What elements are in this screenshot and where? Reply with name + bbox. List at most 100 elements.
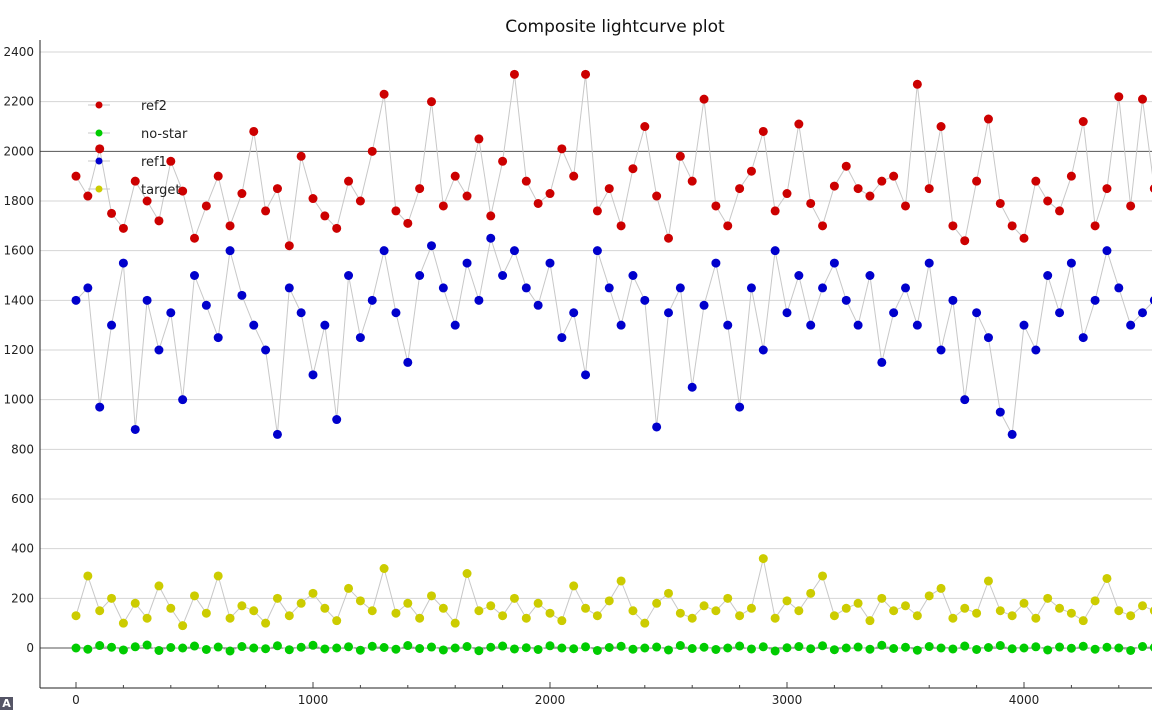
corner-badge-icon[interactable]: A [0,697,13,710]
point-ref1 [308,370,318,380]
point-ref2 [901,201,910,211]
point-no-star [1031,642,1041,652]
point-target [687,613,697,623]
point-ref2 [806,198,816,208]
point-no-star [237,642,247,652]
point-ref1 [581,370,591,380]
point-no-star [818,641,828,651]
point-ref2 [462,191,472,201]
point-ref1 [806,320,816,330]
point-target [545,608,555,618]
point-no-star [746,644,756,654]
point-no-star [664,645,673,655]
point-no-star [581,642,591,652]
point-ref1 [1114,283,1124,293]
point-ref2 [474,134,484,144]
point-target [1114,606,1124,616]
point-target [877,593,887,603]
point-target [912,611,922,621]
point-ref1 [794,271,804,280]
point-ref1 [190,271,199,280]
point-target [581,603,591,613]
point-no-star [628,644,638,654]
point-ref1 [960,395,970,405]
point-target [166,603,176,613]
point-target [272,593,282,603]
point-no-star [166,643,176,653]
point-ref2 [983,114,993,124]
point-target [332,616,342,626]
point-target [758,554,768,564]
point-ref1 [1066,258,1076,268]
point-ref2 [521,176,531,186]
point-no-star [142,640,152,650]
point-ref1 [652,422,662,432]
point-ref2 [201,201,211,211]
point-target [509,593,519,603]
point-target [498,611,508,621]
point-ref2 [664,233,673,243]
point-target [983,576,993,586]
point-no-star [450,643,460,653]
point-ref1 [711,258,721,268]
point-ref2 [95,144,105,154]
point-ref1 [735,402,745,412]
point-ref1 [1007,429,1017,439]
point-ref1 [936,345,946,355]
point-ref1 [1126,320,1136,330]
chart-title: Composite lightcurve plot [505,17,725,37]
point-ref2 [118,223,128,233]
point-ref2 [687,176,697,186]
point-target [130,598,140,608]
legend-marker-target [95,185,103,193]
point-ref2 [225,221,235,231]
point-ref1 [403,357,413,367]
point-ref2 [1090,221,1100,231]
point-no-star [308,640,318,650]
point-ref2 [498,156,508,166]
point-ref1 [344,271,354,280]
point-ref2 [308,194,318,204]
point-ref1 [746,283,756,293]
point-ref1 [521,283,531,293]
legend-label-no-star: no-star [141,127,188,142]
point-no-star [758,642,768,652]
point-ref2 [889,171,899,181]
point-ref1 [877,357,887,367]
point-ref2 [1043,196,1053,206]
point-ref2 [403,218,413,228]
point-ref1 [675,283,685,293]
point-no-star [960,641,970,651]
point-ref1 [474,295,484,305]
point-ref2 [924,184,934,194]
grid [40,51,1152,649]
point-no-star [379,643,389,653]
point-ref2 [1149,184,1152,193]
point-ref2 [261,206,271,216]
point-ref1 [1043,271,1053,280]
point-no-star [118,645,128,655]
point-target [1126,611,1136,621]
axes: 0 200 400 600 800 1000 1200 1400 1600 1800 2000 220… [3,40,1152,707]
point-ref2 [450,171,460,181]
point-target [1090,596,1100,606]
point-ref2 [628,164,638,174]
point-no-star [569,644,579,654]
point-no-star [995,641,1005,651]
point-ref1 [758,345,768,355]
x-tick-label: 2000 [535,693,566,707]
point-ref1 [462,258,472,268]
point-ref1 [912,320,922,330]
point-ref2 [841,161,851,171]
point-ref1 [1138,308,1147,318]
point-no-star [533,644,543,654]
point-no-star [557,643,567,653]
point-target [1043,593,1053,603]
point-ref2 [592,206,602,216]
point-no-star [201,644,211,654]
point-ref1 [166,308,176,318]
series-points [71,69,1152,656]
point-no-star [699,642,709,652]
point-ref2 [237,189,247,199]
